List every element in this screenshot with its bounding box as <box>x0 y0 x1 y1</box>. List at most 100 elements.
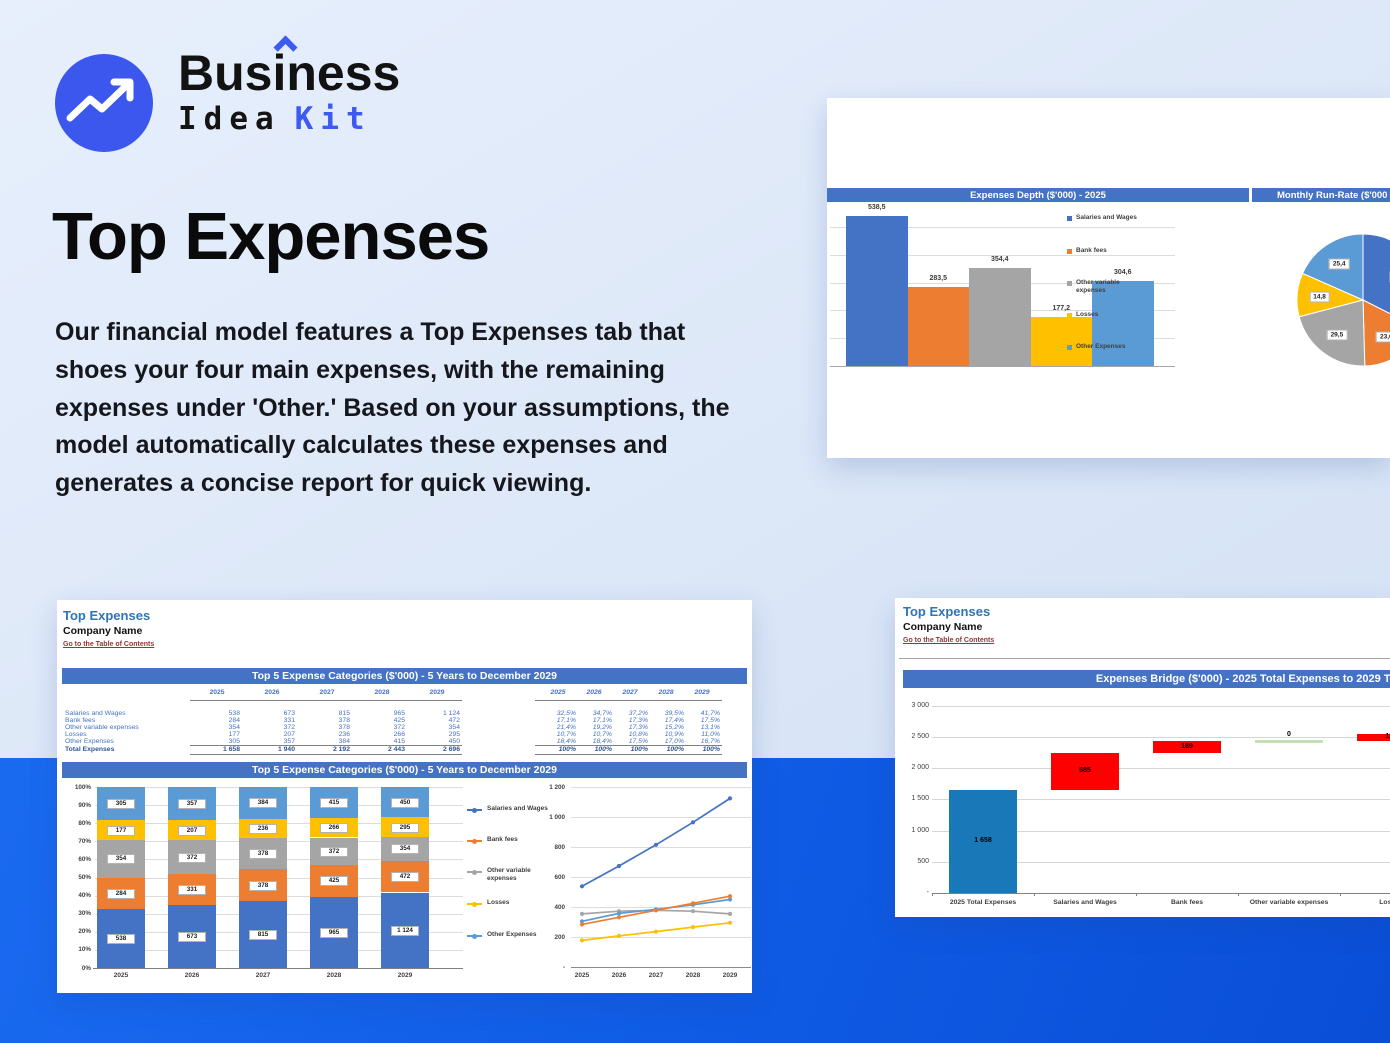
y-axis-tick: 600 <box>554 873 565 881</box>
cell-value: 472 <box>448 717 460 724</box>
bar <box>1030 316 1092 366</box>
cell-value: 207 <box>283 731 295 738</box>
x-axis-tick: 2026 <box>611 972 627 979</box>
y-axis-tick: - <box>562 963 565 971</box>
dashboard-headers: Expenses Depth ($'000) - 2025 Monthly Ru… <box>827 188 1390 202</box>
row-label: Losses <box>65 731 87 738</box>
y-axis-tick: 90% <box>78 801 91 809</box>
y-axis-tick: 3 000 <box>911 701 929 709</box>
cell-pct: 37,2% <box>628 710 648 717</box>
legend-label: Other Expenses <box>487 931 537 938</box>
legend-swatch <box>1067 345 1072 350</box>
segment-label: 295 <box>391 822 419 833</box>
chart-header-bar: Top 5 Expense Categories ($'000) - 5 Yea… <box>62 762 747 778</box>
y-axis-tick: 0% <box>81 964 91 972</box>
legend-item: Other variable expenses <box>467 867 553 893</box>
y-axis-tick: 80% <box>78 819 91 827</box>
table-of-contents-link[interactable]: Go to the Table of Contents <box>63 641 155 648</box>
x-axis-tick: 2027 <box>648 972 664 979</box>
x-axis-tickmark <box>1238 893 1239 896</box>
segment-label: 236 <box>249 824 277 834</box>
y-axis-tick: 60% <box>78 855 91 863</box>
series-marker <box>579 938 585 943</box>
top5-line-chart: -200 400 600 800 1 000 1 200 2025 2026 2027 2028 2… <box>57 600 752 993</box>
brand-logo: Business Idea Kit <box>55 35 535 170</box>
x-axis-tick: Bank fees <box>1170 899 1204 906</box>
segment-label: 384 <box>249 798 277 809</box>
line-chart-svg <box>579 796 733 943</box>
series-marker <box>616 933 622 938</box>
series-marker <box>690 925 696 930</box>
legend-marker <box>472 807 477 813</box>
row-label: Other variable expenses <box>65 724 139 731</box>
data-label: 177,2 <box>1052 304 1071 312</box>
y-axis-tick: 800 <box>554 843 565 851</box>
bar <box>1092 281 1154 366</box>
row-label: Salaries and Wages <box>65 710 126 717</box>
cell-pct: 18,4% <box>592 738 612 745</box>
legend-marker <box>472 838 477 844</box>
series-marker <box>727 920 733 925</box>
pie-slice <box>1362 234 1390 315</box>
cell-pct: 16,7% <box>700 738 720 745</box>
segment-label: 357 <box>178 799 206 810</box>
year-header: 2028 <box>374 689 390 696</box>
data-label: 189 <box>1181 742 1193 750</box>
x-axis-tick: 2025 <box>113 972 129 979</box>
segment-label: 673 <box>178 932 206 943</box>
segment-label: 177 <box>107 825 135 836</box>
table-rule <box>535 754 722 755</box>
total-label: Total Expenses <box>65 746 115 753</box>
year-header: 2025 <box>209 689 225 696</box>
pie-slice-label: 14,8 <box>1309 291 1330 302</box>
cell-pct: 15,2% <box>664 724 684 731</box>
bridge-header-bar: Expenses Bridge ($'000) - 2025 Total Exp… <box>903 670 1390 688</box>
series-marker <box>727 894 733 899</box>
x-axis-tick: 2027 <box>255 972 271 979</box>
year-header: 2029 <box>694 689 710 696</box>
segment-label: 331 <box>178 885 206 896</box>
grid-line <box>571 817 751 818</box>
table-of-contents-link[interactable]: Go to the Table of Contents <box>903 637 995 644</box>
cell-value: 1 124 <box>442 710 460 717</box>
top5-stacked-bar-chart: 0% 10% 20% 30% 40% 50% 60% 70% 80% 90% 100% 538 284 3… <box>57 600 752 993</box>
legend-swatch <box>1067 249 1072 254</box>
segment-label: 354 <box>391 844 419 855</box>
year-header: 2026 <box>264 689 280 696</box>
cell-pct: 10,9% <box>664 731 684 738</box>
cell-value: 354 <box>228 724 240 731</box>
x-axis-line <box>93 968 463 969</box>
grid-line <box>932 705 1390 707</box>
series-marker <box>727 796 733 801</box>
expenses-depth-bar-chart: 538,5 283,5 354,4 177,2 304,6 Salaries and Wa… <box>827 98 1390 458</box>
series-marker <box>690 901 696 906</box>
legend-item: Losses <box>1067 311 1153 337</box>
waterfall-bar <box>1153 741 1221 753</box>
x-axis-line <box>830 366 1175 367</box>
y-axis-tick: 1 000 <box>549 813 565 821</box>
segment-label: 425 <box>320 876 348 887</box>
sheet-title: Top Expenses <box>903 604 991 619</box>
cell-pct: 32,5% <box>556 710 576 717</box>
company-name: Company Name <box>903 621 983 633</box>
x-axis-tickmark <box>1034 893 1035 896</box>
table-header-bar: Top 5 Expense Categories ($'000) - 5 Yea… <box>62 668 747 684</box>
chart-legend: Salaries and Wages Bank fees Other variabl… <box>57 600 752 993</box>
cell-value: 357 <box>283 738 295 745</box>
data-label: 304,6 <box>1113 269 1132 277</box>
brand-sub-left: Idea <box>178 101 281 137</box>
cell-value: 266 <box>393 731 405 738</box>
waterfall-zero-line <box>1255 740 1323 743</box>
cell-pct: 17,3% <box>628 717 648 724</box>
series-marker <box>579 919 585 924</box>
segment-label: 415 <box>320 797 348 808</box>
x-axis-tick: 2028 <box>326 972 342 979</box>
cell-pct: 17,0% <box>664 738 684 745</box>
x-axis-tickmark <box>1340 893 1341 896</box>
y-axis-tick: 50% <box>78 874 91 881</box>
legend-item: Salaries and Wages <box>1067 214 1153 240</box>
segment-label: 1 124 <box>391 925 419 936</box>
series-marker <box>653 908 659 913</box>
brand-name: Business <box>178 35 400 98</box>
cell-pct: 39,5% <box>664 710 684 717</box>
